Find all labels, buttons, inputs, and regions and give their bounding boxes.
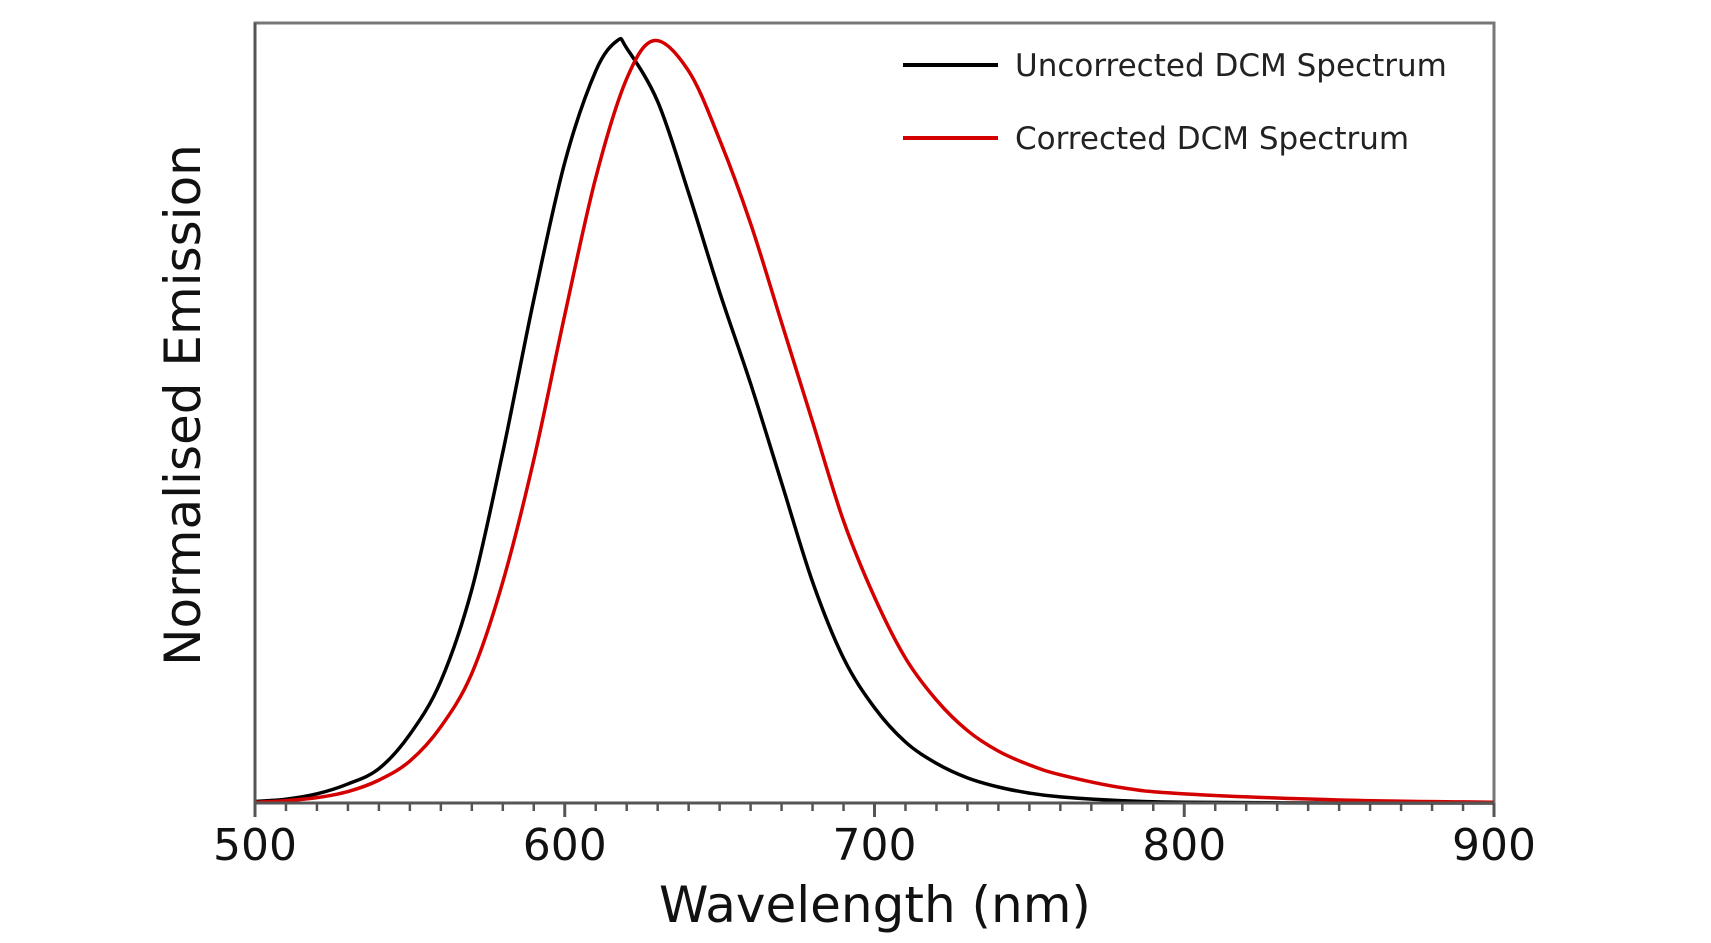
x-tick-label: 900 (1452, 820, 1536, 871)
plot-frame (253, 21, 1496, 805)
x-tick-label: 600 (523, 820, 607, 871)
x-axis-title: Wavelength (nm) (659, 876, 1091, 934)
series-lines (254, 36, 1495, 805)
y-axis-title: Normalised Emission (154, 144, 212, 666)
legend: Uncorrected DCM Spectrum Corrected DCM S… (903, 48, 1447, 157)
series-line-uncorrected (254, 36, 1494, 805)
x-tick-labels: 500 600 700 800 900 (213, 820, 1536, 871)
legend-label-uncorrected: Uncorrected DCM Spectrum (1015, 48, 1447, 84)
x-tick-label: 500 (213, 820, 297, 871)
x-tick-label: 800 (1142, 820, 1226, 871)
x-major-ticks (253, 803, 1496, 817)
legend-label-corrected: Corrected DCM Spectrum (1015, 121, 1409, 157)
x-tick-label: 700 (833, 820, 917, 871)
series-line-corrected (254, 38, 1495, 804)
